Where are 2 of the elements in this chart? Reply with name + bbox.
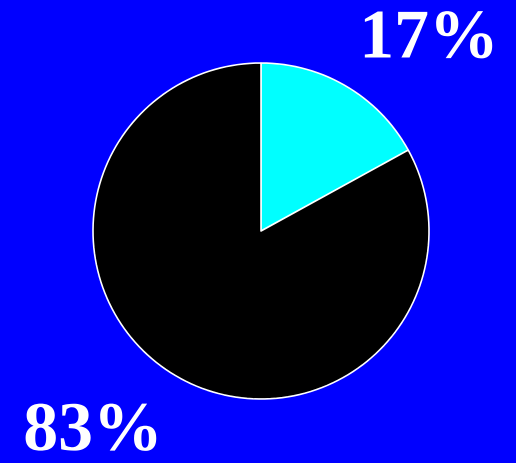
data-label: 17% [364, 11, 492, 58]
data-label: 83% [26, 404, 156, 451]
